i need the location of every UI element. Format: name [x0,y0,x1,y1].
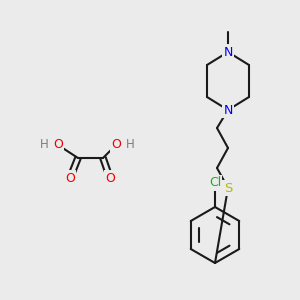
Text: N: N [223,46,233,59]
Text: Cl: Cl [209,176,221,190]
Text: O: O [65,172,75,184]
Text: S: S [224,182,232,194]
Text: O: O [53,139,63,152]
Text: O: O [105,172,115,184]
Text: N: N [223,103,233,116]
Text: O: O [111,139,121,152]
Text: H: H [126,139,134,152]
Text: H: H [40,139,48,152]
